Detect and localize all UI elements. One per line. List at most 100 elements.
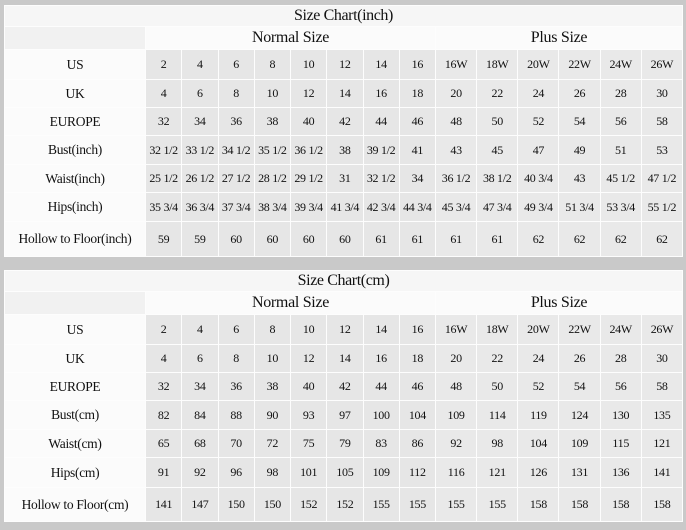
table-cell: 4 bbox=[144, 79, 183, 108]
table-cell: 50 bbox=[476, 107, 519, 136]
table-cell: 6 bbox=[217, 314, 255, 345]
table-cell: 4 bbox=[181, 314, 219, 345]
table-cell: 24W bbox=[599, 49, 642, 80]
table-cell: 70 bbox=[217, 429, 255, 458]
table-cell: 35 1/2 bbox=[253, 135, 292, 165]
row-label: UK bbox=[4, 79, 146, 108]
table-cell: 20W bbox=[517, 49, 560, 80]
table-cell: 42 bbox=[326, 372, 364, 401]
table-cell: 62 bbox=[558, 221, 601, 257]
table-row: Hollow to Floor(cm) 141 147 150 150 152 152 155… bbox=[4, 487, 684, 522]
table-cell: 158 bbox=[517, 487, 560, 522]
table-cell: 48 bbox=[434, 107, 478, 136]
plus-size-header: Plus Size bbox=[434, 291, 684, 315]
table-cell: 61 bbox=[362, 221, 400, 257]
table-cell: 34 bbox=[181, 107, 219, 136]
table-cell: 14 bbox=[326, 344, 364, 373]
table-cell: 43 bbox=[558, 164, 601, 193]
table-cell: 12 bbox=[326, 49, 364, 80]
table-cell: 92 bbox=[434, 429, 478, 458]
table-cell: 47 3/4 bbox=[476, 192, 519, 222]
table-cell: 49 3/4 bbox=[517, 192, 560, 222]
table-cell: 121 bbox=[476, 457, 519, 488]
table-cell: 92 bbox=[181, 457, 219, 488]
table-cell: 79 bbox=[326, 429, 364, 458]
table-cell: 119 bbox=[517, 400, 560, 430]
table-cell: 141 bbox=[640, 457, 684, 488]
corner-cell bbox=[4, 291, 146, 315]
table-cell: 10 bbox=[253, 344, 292, 373]
row-label: EUROPE bbox=[4, 107, 146, 136]
table-cell: 46 bbox=[398, 372, 437, 401]
table-cell: 26 bbox=[558, 344, 601, 373]
size-chart-inch: Size Chart(inch) Normal Size Plus Size US 2 4… bbox=[4, 5, 684, 257]
table-cell: 152 bbox=[289, 487, 328, 522]
table-cell: 38 1/2 bbox=[476, 164, 519, 193]
table-cell: 47 1/2 bbox=[640, 164, 684, 193]
table-cell: 48 bbox=[434, 372, 478, 401]
table-cell: 16W bbox=[434, 314, 478, 345]
table-cell: 32 1/2 bbox=[144, 135, 183, 165]
table-cell: 39 3/4 bbox=[289, 192, 328, 222]
table-cell: 27 1/2 bbox=[217, 164, 255, 193]
table-cell: 16 bbox=[398, 314, 437, 345]
table-cell: 30 bbox=[640, 344, 684, 373]
table-cell: 112 bbox=[398, 457, 437, 488]
table-row: UK 4 6 8 10 12 14 16 18 20 22 24 26 28 30 bbox=[4, 79, 684, 108]
table-cell: 52 bbox=[517, 107, 560, 136]
table-cell: 20 bbox=[434, 344, 478, 373]
table-cell: 61 bbox=[398, 221, 437, 257]
table-cell: 131 bbox=[558, 457, 601, 488]
table-cell: 38 bbox=[253, 372, 292, 401]
table-cell: 36 1/2 bbox=[289, 135, 328, 165]
table-cell: 14 bbox=[326, 79, 364, 108]
table-cell: 109 bbox=[558, 429, 601, 458]
table-cell: 12 bbox=[326, 314, 364, 345]
row-label: UK bbox=[4, 344, 146, 373]
table-cell: 97 bbox=[326, 400, 364, 430]
table-cell: 100 bbox=[362, 400, 400, 430]
size-chart-cm: Size Chart(cm) Normal Size Plus Size US 2 4 6 8… bbox=[3, 270, 684, 522]
table-cell: 32 bbox=[144, 372, 183, 401]
table-cell: 121 bbox=[640, 429, 684, 458]
table-cell: 93 bbox=[289, 400, 328, 430]
table-cell: 6 bbox=[181, 344, 219, 373]
table-cell: 42 3/4 bbox=[362, 192, 400, 222]
table-cell: 158 bbox=[558, 487, 601, 522]
table-cell: 35 3/4 bbox=[144, 192, 183, 222]
row-label: US bbox=[4, 49, 146, 80]
table-cell: 60 bbox=[253, 221, 292, 257]
table-cell: 150 bbox=[253, 487, 292, 522]
table-cell: 59 bbox=[181, 221, 219, 257]
table-row: Bust(inch) 32 1/2 33 1/2 34 1/2 35 1/2 36 1/2… bbox=[4, 135, 684, 165]
table-cell: 45 bbox=[476, 135, 519, 165]
table-cell: 158 bbox=[640, 487, 684, 522]
table-cell: 60 bbox=[289, 221, 328, 257]
table-row: Hollow to Floor(inch) 59 59 60 60 60 60 61 61 61 6… bbox=[4, 221, 684, 257]
table-cell: 24W bbox=[599, 314, 642, 345]
table-row: Waist(cm) 65 68 70 72 75 79 83 86 92 98 104 109 115 12… bbox=[4, 429, 684, 458]
table-cell: 18W bbox=[476, 314, 519, 345]
table-cell: 38 3/4 bbox=[253, 192, 292, 222]
table-cell: 30 bbox=[640, 79, 684, 108]
table-cell: 98 bbox=[476, 429, 519, 458]
table-cell: 45 1/2 bbox=[599, 164, 642, 193]
table-cell: 40 bbox=[289, 372, 328, 401]
plus-size-header: Plus Size bbox=[435, 26, 683, 50]
table-cell: 47 bbox=[517, 135, 560, 165]
corner-cell bbox=[4, 26, 146, 50]
table-row: US 2 4 6 8 10 12 14 16 16W 18W 20W 22W 24W 26W bbox=[4, 49, 684, 80]
normal-size-header: Normal Size bbox=[145, 291, 436, 315]
table-cell: 6 bbox=[181, 79, 219, 108]
table-cell: 60 bbox=[217, 221, 255, 257]
table-cell: 16 bbox=[398, 49, 437, 80]
table-cell: 20W bbox=[517, 314, 560, 345]
table-cell: 109 bbox=[362, 457, 400, 488]
table-cell: 43 bbox=[434, 135, 478, 165]
table-cell: 36 bbox=[217, 372, 255, 401]
table-cell: 96 bbox=[217, 457, 255, 488]
table-cell: 6 bbox=[217, 49, 255, 80]
table-cell: 36 bbox=[217, 107, 255, 136]
row-label: Hips(cm) bbox=[4, 457, 146, 488]
table-cell: 26 1/2 bbox=[181, 164, 219, 193]
